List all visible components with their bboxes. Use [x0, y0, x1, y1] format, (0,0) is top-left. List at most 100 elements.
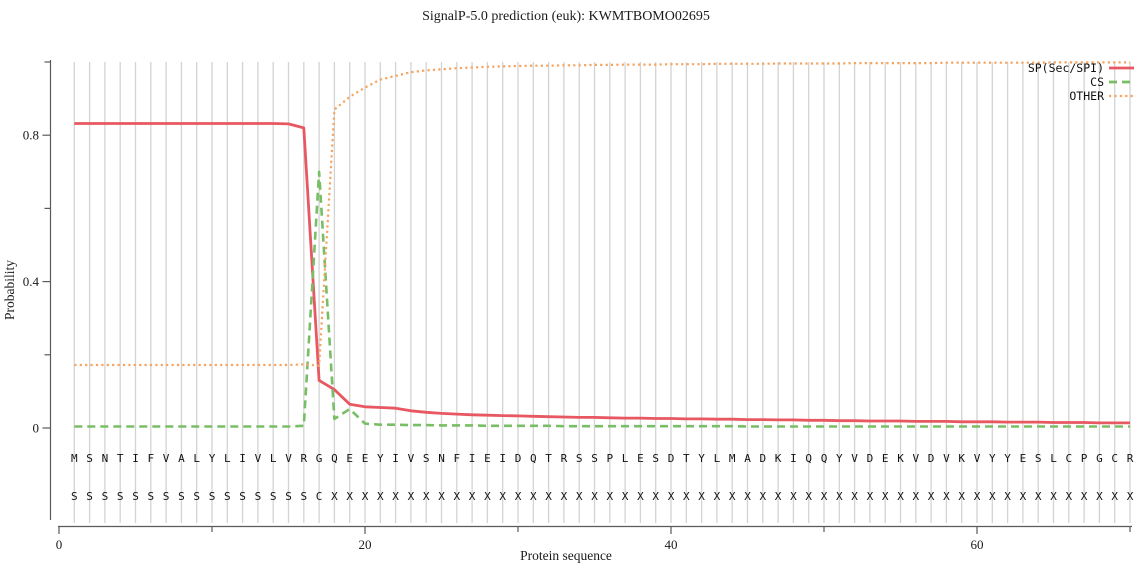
annotation-letter: S	[147, 490, 154, 503]
cs-series-line	[74, 170, 1130, 428]
y-axis-label: Probability	[2, 260, 17, 320]
sequence-letter: Y	[836, 452, 843, 465]
annotation-letter: X	[729, 490, 736, 503]
annotation-letter: X	[744, 490, 751, 503]
annotation-letter: X	[958, 490, 965, 503]
sequence-letter: L	[1050, 452, 1057, 465]
sequence-letter: P	[606, 452, 613, 465]
sequence-letter: V	[851, 452, 858, 465]
sequence-letter: L	[224, 452, 231, 465]
annotation-letter: X	[346, 490, 353, 503]
sequence-letter: Y	[698, 452, 705, 465]
sequence-letter: Q	[805, 452, 812, 465]
x-tick-label: 0	[56, 537, 63, 552]
sequence-letter: Q	[530, 452, 537, 465]
sequence-letter: F	[147, 452, 154, 465]
annotation-letter: X	[606, 490, 613, 503]
sequence-letter: V	[408, 452, 415, 465]
annotation-letter: X	[759, 490, 766, 503]
sequence-letter: E	[362, 452, 369, 465]
annotation-letter: X	[836, 490, 843, 503]
annotation-letter: X	[408, 490, 415, 503]
annotation-letter: S	[239, 490, 246, 503]
x-tick-label: 40	[665, 537, 678, 552]
sequence-letter: L	[622, 452, 629, 465]
sequence-letter: I	[392, 452, 399, 465]
sequence-letter: D	[515, 452, 522, 465]
annotation-letter: X	[974, 490, 981, 503]
annotation-letter: X	[851, 490, 858, 503]
annotation-letter: X	[1020, 490, 1027, 503]
sequence-letter: D	[759, 452, 766, 465]
sequence-letter: V	[912, 452, 919, 465]
sequence-letter: S	[1035, 452, 1042, 465]
annotation-letter: X	[790, 490, 797, 503]
annotation-letter: X	[591, 490, 598, 503]
sequence-letter: K	[775, 452, 782, 465]
sequence-letter: S	[576, 452, 583, 465]
annotation-letter: X	[652, 490, 659, 503]
annotation-letter: X	[805, 490, 812, 503]
annotation-letter: S	[71, 490, 78, 503]
annotation-letter: X	[453, 490, 460, 503]
sequence-letter: S	[591, 452, 598, 465]
sequence-letter: M	[729, 452, 736, 465]
annotation-letter: X	[714, 490, 721, 503]
sequence-letter: E	[637, 452, 644, 465]
sequence-letter: R	[561, 452, 568, 465]
sequence-letter: C	[1111, 452, 1118, 465]
sequence-letter: V	[255, 452, 262, 465]
sequence-letter: K	[958, 452, 965, 465]
legend-label-other: OTHER	[1069, 89, 1104, 103]
sequence-letter: A	[178, 452, 185, 465]
annotation-letter: X	[499, 490, 506, 503]
sequence-letter: S	[652, 452, 659, 465]
annotation-letter: S	[178, 490, 185, 503]
sequence-letter: R	[1127, 452, 1134, 465]
annotation-letter: S	[270, 490, 277, 503]
sp-series-line	[74, 122, 1130, 425]
annotation-letter: X	[484, 490, 491, 503]
annotation-letter: S	[102, 490, 109, 503]
x-tick-label: 60	[971, 537, 984, 552]
annotation-letter: S	[117, 490, 124, 503]
annotation-letter: X	[545, 490, 552, 503]
sequence-letter: L	[714, 452, 721, 465]
annotation-letter: S	[132, 490, 139, 503]
legend-label-cs: CS	[1090, 75, 1104, 89]
annotation-letter: X	[1127, 490, 1134, 503]
annotation-letter: X	[423, 490, 430, 503]
legend-label-sp: SP(Sec/SPI)	[1028, 61, 1104, 75]
x-axis-label: Protein sequence	[520, 548, 612, 563]
annotation-letter: X	[561, 490, 568, 503]
other-series-line	[74, 61, 1130, 367]
sequence-letter: Y	[377, 452, 384, 465]
annotation-letter: X	[1081, 490, 1088, 503]
annotation-letter: X	[1050, 490, 1057, 503]
annotation-letter: X	[1035, 490, 1042, 503]
sequence-letter: V	[285, 452, 292, 465]
sequence-letter: D	[668, 452, 675, 465]
axis-ticks: 0 20 40 60 0 0.4 0.8	[23, 61, 1131, 552]
sequence-letter: L	[270, 452, 277, 465]
y-tick-label: 0.4	[23, 274, 40, 289]
annotation-letter: S	[255, 490, 262, 503]
y-tick-label: 0.8	[23, 128, 39, 143]
sequence-letter: T	[117, 452, 124, 465]
annotation-letter: X	[377, 490, 384, 503]
sequence-letter: Y	[209, 452, 216, 465]
sequence-letter: Y	[1004, 452, 1011, 465]
sequence-letter: V	[943, 452, 950, 465]
annotation-letter: X	[438, 490, 445, 503]
annotation-letter: X	[362, 490, 369, 503]
annotation-letter: X	[1004, 490, 1011, 503]
annotation-letter: X	[331, 490, 338, 503]
sequence-letter: C	[1065, 452, 1072, 465]
sequence-letter: N	[438, 452, 445, 465]
sequence-letter: Q	[821, 452, 828, 465]
annotation-letter: X	[469, 490, 476, 503]
sequence-letter: Q	[331, 452, 338, 465]
sequence-letter: I	[469, 452, 476, 465]
sequence-letter: M	[71, 452, 78, 465]
